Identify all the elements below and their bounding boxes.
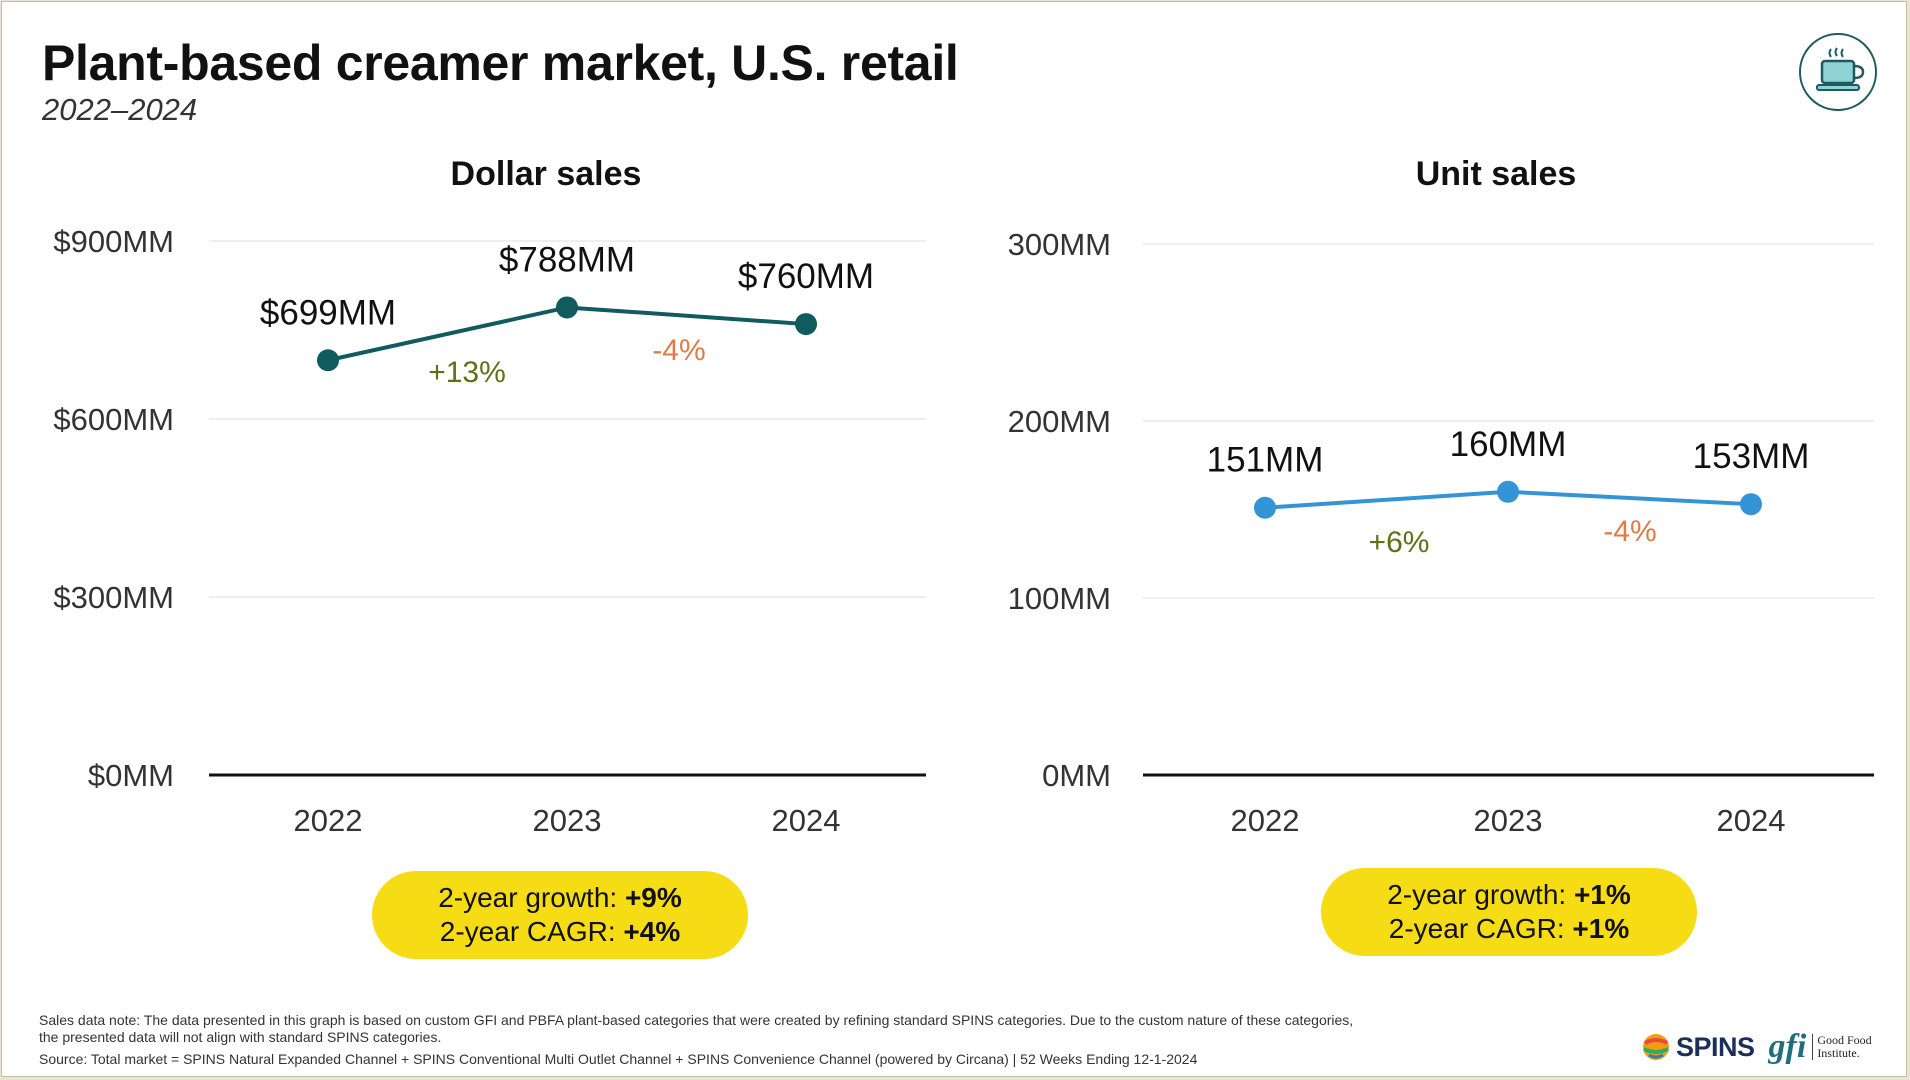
y-tick-label: $0MM: [88, 758, 174, 793]
cagr-value: +4%: [623, 916, 681, 947]
dollar-summary-pill: 2-year growth: +9% 2-year CAGR: +4%: [372, 871, 748, 959]
growth-label: 2-year growth:: [438, 882, 618, 913]
x-tick-label: 2023: [533, 803, 602, 838]
growth-label: 2-year growth:: [1387, 879, 1567, 910]
y-tick-label: $600MM: [53, 402, 174, 437]
y-tick-label: $300MM: [53, 580, 174, 615]
x-tick-label: 2024: [772, 803, 841, 838]
page-subtitle: 2022–2024: [42, 92, 198, 127]
unit-summary-pill: 2-year growth: +1% 2-year CAGR: +1%: [1321, 868, 1697, 956]
data-point: [1497, 480, 1519, 503]
gfi-logo-mark: gfi: [1768, 1028, 1807, 1065]
x-tick-label: 2023: [1474, 803, 1543, 838]
spins-globe-icon: [1643, 1034, 1669, 1060]
data-label: $699MM: [260, 293, 396, 332]
gfi-logo-text: Good Food Institute.: [1812, 1034, 1872, 1060]
note-line-2: the presented data will not align with s…: [39, 1029, 442, 1045]
data-point: [317, 349, 339, 372]
data-label: 160MM: [1450, 425, 1567, 464]
data-label: 151MM: [1207, 441, 1324, 480]
growth-value: +9%: [624, 882, 682, 913]
page-title: Plant-based creamer market, U.S. retail: [42, 35, 959, 91]
source-note: Source: Total market = SPINS Natural Exp…: [39, 1051, 1198, 1067]
data-point: [1254, 496, 1276, 519]
logos: SPINS gfi Good Food Institute.: [1640, 1028, 1872, 1066]
data-label: $760MM: [738, 257, 874, 296]
y-tick-label: 200MM: [1008, 404, 1111, 439]
cagr-label: 2-year CAGR:: [1388, 913, 1565, 944]
x-tick-label: 2024: [1717, 803, 1786, 838]
data-point: [556, 296, 578, 319]
growth-value: +1%: [1573, 879, 1631, 910]
growth-label: +13%: [428, 356, 506, 389]
y-tick-label: 300MM: [1008, 227, 1111, 262]
x-tick-label: 2022: [1231, 803, 1300, 838]
growth-label: -4%: [652, 334, 705, 367]
growth-label: +6%: [1369, 526, 1430, 559]
data-label: 153MM: [1693, 437, 1810, 476]
y-tick-label: $900MM: [53, 224, 174, 259]
coffee-cup-icon: [1799, 33, 1877, 111]
sales-data-note: Sales data note: The data presented in t…: [39, 1012, 1353, 1046]
chart-title: Dollar sales: [451, 155, 642, 193]
note-line-1: Sales data note: The data presented in t…: [39, 1012, 1354, 1028]
cagr-value: +1%: [1572, 913, 1630, 944]
data-point: [795, 313, 817, 336]
y-tick-label: 100MM: [1008, 581, 1111, 616]
y-tick-label: 0MM: [1042, 758, 1111, 793]
growth-label: -4%: [1603, 515, 1656, 548]
cagr-label: 2-year CAGR:: [439, 916, 616, 947]
data-point: [1740, 493, 1762, 516]
data-label: $788MM: [499, 240, 635, 279]
spins-logo: SPINS: [1676, 1031, 1755, 1062]
chart-title: Unit sales: [1416, 155, 1577, 193]
x-tick-label: 2022: [294, 803, 363, 838]
